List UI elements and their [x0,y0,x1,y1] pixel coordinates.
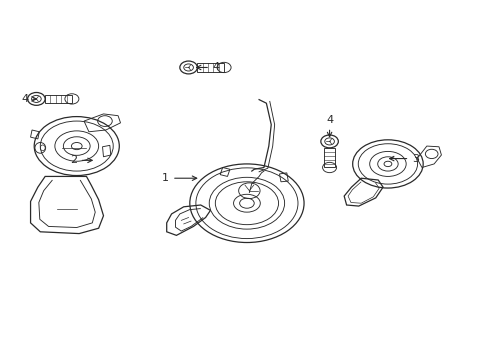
Text: 4: 4 [196,63,220,72]
Text: 3: 3 [389,154,418,163]
Text: 4: 4 [325,114,332,137]
Text: 1: 1 [162,173,196,183]
Text: 4: 4 [21,94,36,104]
Text: 2: 2 [69,156,92,165]
